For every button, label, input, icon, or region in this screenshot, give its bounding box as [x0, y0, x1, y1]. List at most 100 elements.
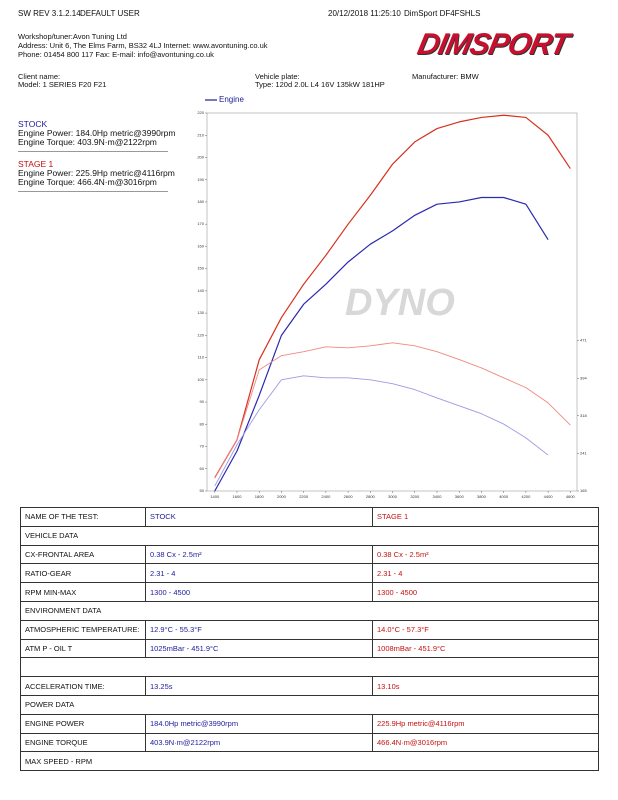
x-tick-label: 4400 — [544, 494, 554, 499]
x-tick-label: 3400 — [433, 494, 443, 499]
software: SW REV 3.1.2.14 — [18, 9, 81, 18]
table-cell: 0.38 Cx - 2.5m² — [145, 544, 373, 565]
y-tick-label: 120 — [197, 332, 204, 337]
y-tick-label: 190 — [197, 177, 204, 182]
watermark: DYNO — [345, 282, 455, 324]
table-cell: 1300 - 4500 — [145, 582, 373, 602]
table-row: POWER DATA — [20, 694, 599, 715]
x-tick-label: 4000 — [499, 494, 509, 499]
y2-tick-label: 165 — [580, 488, 587, 493]
table-row: ACCELERATION TIME: 13.25s 13.10s — [20, 676, 599, 696]
table-cell: STOCK — [145, 507, 373, 527]
table-row: ENGINE TORQUE 403.9N·m@2122rpm 466.4N·m@30… — [20, 732, 599, 753]
table-row: RATIO-GEAR 2.31 - 4 2.31 - 4 — [20, 563, 599, 584]
y-tick-label: 220 — [197, 110, 204, 115]
user: DEFAULT USER — [80, 9, 140, 18]
table-row: ENGINE POWER 184.0Hp metric@3990rpm 225.9H… — [20, 713, 599, 734]
table-row: ATM P - OIL T 1025mBar - 451.9°C 1008mBar … — [20, 638, 599, 659]
table-row — [20, 657, 599, 678]
x-tick-label: 1800 — [255, 494, 265, 499]
x-tick-label: 3800 — [477, 494, 487, 499]
table-cell: ATMOSPHERIC TEMPERATURE: — [20, 619, 146, 640]
y-tick-label: 160 — [197, 243, 204, 248]
y-tick-label: 90 — [200, 399, 205, 404]
table-row: MAX SPEED - RPM — [20, 751, 599, 772]
table-cell: 13.25s — [145, 676, 373, 696]
table-cell: 0.38 Cx - 2.5m² — [372, 544, 599, 565]
workshop: Workshop/tuner:Avon Tuning Ltd — [18, 32, 127, 41]
y-tick-label: 210 — [197, 132, 204, 137]
x-tick-label: 3000 — [388, 494, 398, 499]
table-cell: 184.0Hp metric@3990rpm — [145, 713, 373, 734]
client-label: Client name: — [18, 72, 61, 81]
table-row: NAME OF THE TEST: STOCK STAGE 1 — [20, 507, 599, 527]
run-torque: Engine Torque: 466.4N·m@3016rpm — [18, 177, 157, 187]
run-title: STOCK — [18, 119, 48, 129]
plate-label: Vehicle plate: — [255, 72, 300, 81]
y-tick-label: 100 — [197, 377, 204, 382]
y-tick-label: 170 — [197, 221, 204, 226]
table-row: RPM MIN-MAX 1300 - 4500 1300 - 4500 — [20, 582, 599, 602]
y-tick-label: 200 — [197, 155, 204, 160]
y-tick-label: 110 — [198, 355, 205, 360]
table-row: CX-FRONTAL AREA 0.38 Cx - 2.5m² 0.38 Cx - … — [20, 544, 599, 565]
y2-tick-label: 241 — [580, 451, 587, 456]
legend-label: Engine — [219, 95, 244, 104]
logo: DIMSPORT — [414, 28, 572, 61]
test-table: NAME OF THE TEST: STOCK STAGE 1 VEHICLE DAT… — [20, 507, 599, 772]
run-torque: Engine Torque: 403.9N·m@2122rpm — [18, 137, 157, 147]
curve — [214, 342, 571, 479]
curve — [214, 114, 571, 478]
y-tick-label: 140 — [197, 288, 204, 293]
x-tick-label: 2600 — [344, 494, 354, 499]
y-tick-label: 70 — [200, 444, 205, 449]
curve — [214, 196, 549, 492]
table-cell: MAX SPEED - RPM — [20, 751, 599, 772]
table-row: ENVIRONMENT DATA — [20, 600, 599, 621]
x-tick-label: 4200 — [521, 494, 531, 499]
table-row: VEHICLE DATA — [20, 525, 599, 546]
separator — [18, 151, 168, 152]
table-cell: RPM MIN-MAX — [20, 582, 146, 602]
table-cell — [20, 657, 599, 678]
table-cell: ATM P - OIL T — [20, 638, 146, 659]
x-tick-label: 2000 — [277, 494, 287, 499]
plot-frame — [206, 112, 578, 492]
table-cell: ACCELERATION TIME: — [20, 676, 146, 696]
table-cell: CX-FRONTAL AREA — [20, 544, 146, 565]
separator — [18, 191, 168, 192]
x-tick-label: 3200 — [410, 494, 420, 499]
table-cell: 225.9Hp metric@4116rpm — [372, 713, 599, 734]
table-cell: ENVIRONMENT DATA — [20, 600, 599, 621]
table-cell: 12.9°C - 55.3°F — [145, 619, 373, 640]
table-cell: 1300 - 4500 — [372, 582, 599, 602]
y2-tick-label: 394 — [580, 375, 587, 380]
table-cell: RATIO-GEAR — [20, 563, 146, 584]
table-cell: 2.31 - 4 — [145, 563, 373, 584]
x-tick-label: 2200 — [299, 494, 309, 499]
x-tick-label: 2800 — [366, 494, 376, 499]
table-cell: 14.0°C - 57.3°F — [372, 619, 599, 640]
y-tick-label: 130 — [197, 310, 204, 315]
table-cell: 13.10s — [372, 676, 599, 696]
phone: Phone: 01454 800 117 Fax: E-mail: info@a… — [18, 50, 214, 59]
x-tick-label: 3600 — [455, 494, 465, 499]
run-power: Engine Power: 184.0Hp metric@3990rpm — [18, 128, 176, 138]
power-torque-chart: Engine DYNO 50 60 70 80 90 100 110 120 130 140 150… — [197, 95, 587, 499]
x-tick-label: 1600 — [233, 494, 243, 499]
table-cell: POWER DATA — [20, 694, 599, 715]
model: Model: 1 SERIES F20 F21 — [18, 80, 107, 89]
table-cell: VEHICLE DATA — [20, 525, 599, 546]
table-cell: 1025mBar - 451.9°C — [145, 638, 373, 659]
run-title: STAGE 1 — [18, 159, 54, 169]
run-power: Engine Power: 225.9Hp metric@4116rpm — [18, 168, 175, 178]
y2-tick-label: 471 — [580, 337, 587, 342]
y-tick-label: 150 — [197, 266, 204, 271]
device: DimSport DF4FSHLS — [404, 9, 481, 18]
table-cell: 1008mBar - 451.9°C — [372, 638, 599, 659]
address: Address: Unit 6, The Elms Farm, BS32 4LJ… — [18, 41, 268, 50]
y-tick-label: 80 — [200, 421, 205, 426]
table-cell: NAME OF THE TEST: — [20, 507, 146, 527]
datetime: 20/12/2018 11:25:10 — [328, 9, 401, 18]
